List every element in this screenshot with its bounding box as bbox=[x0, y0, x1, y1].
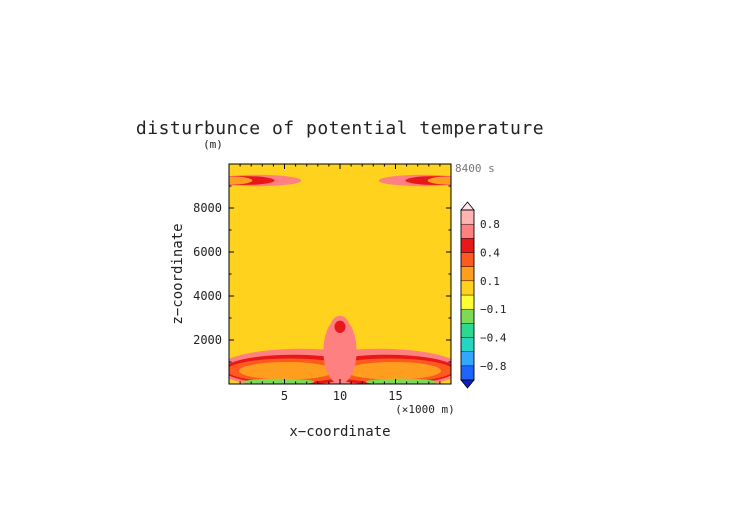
colorbar-label: 0.8 bbox=[480, 218, 500, 231]
contour-region-18 bbox=[427, 176, 451, 185]
colorbar-extend-min bbox=[460, 379, 475, 389]
x-tick-label: 5 bbox=[281, 389, 288, 403]
colorbar-segment bbox=[460, 294, 475, 310]
contour-region-6 bbox=[238, 362, 335, 380]
contour-region-10 bbox=[334, 320, 346, 333]
y-axis-ticks: 2000 4000 6000 8000 bbox=[193, 185, 451, 363]
colorbar-segment bbox=[460, 365, 475, 381]
contour-region-11 bbox=[243, 378, 315, 384]
chart-title: disturbunce of potential temperature bbox=[136, 118, 544, 139]
y-tick-label: 6000 bbox=[193, 245, 222, 259]
x-axis-ticks: 5 10 15 bbox=[239, 164, 441, 403]
x-units-label: (×1000 m) bbox=[395, 403, 455, 416]
colorbar-label: 0.1 bbox=[480, 275, 500, 288]
x-tick-label: 15 bbox=[388, 389, 402, 403]
time-label: 8400 s bbox=[455, 162, 495, 175]
colorbar-extend-max bbox=[460, 201, 475, 211]
colorbar-label: −0.4 bbox=[480, 332, 507, 345]
colorbar-segment bbox=[460, 308, 475, 324]
colorbar-segment bbox=[460, 351, 475, 367]
colorbar-label: 0.4 bbox=[480, 247, 500, 260]
colorbar-label: −0.8 bbox=[480, 360, 507, 373]
contour-region-12 bbox=[365, 378, 437, 384]
contour-region-17 bbox=[229, 176, 253, 185]
colorbar-segment bbox=[460, 280, 475, 296]
y-tick-label: 2000 bbox=[193, 333, 222, 347]
y-units-label: (m) bbox=[203, 138, 223, 151]
colorbar-segment bbox=[460, 223, 475, 239]
plot-area: 5 10 15 2000 4000 6000 8000 bbox=[193, 163, 452, 403]
colorbar-segment bbox=[460, 323, 475, 338]
colorbar-segment bbox=[460, 337, 475, 352]
colorbar-segment bbox=[460, 252, 475, 267]
contour-region-7 bbox=[345, 362, 442, 380]
x-tick-label: 10 bbox=[333, 389, 347, 403]
colorbar-frame bbox=[460, 209, 475, 381]
x-axis-label: x−coordinate bbox=[289, 424, 390, 440]
colorbar-segment bbox=[460, 209, 475, 225]
y-tick-label: 8000 bbox=[193, 201, 222, 215]
colorbar-label: −0.1 bbox=[480, 303, 507, 316]
colorbar: 0.8 0.4 0.1 −0.1 −0.4 −0.8 bbox=[460, 201, 507, 389]
colorbar-segment bbox=[460, 266, 475, 282]
y-tick-label: 4000 bbox=[193, 289, 222, 303]
colorbar-segment bbox=[460, 238, 475, 253]
temperature-field bbox=[229, 174, 451, 384]
y-axis-label: z−coordinate bbox=[170, 223, 186, 324]
